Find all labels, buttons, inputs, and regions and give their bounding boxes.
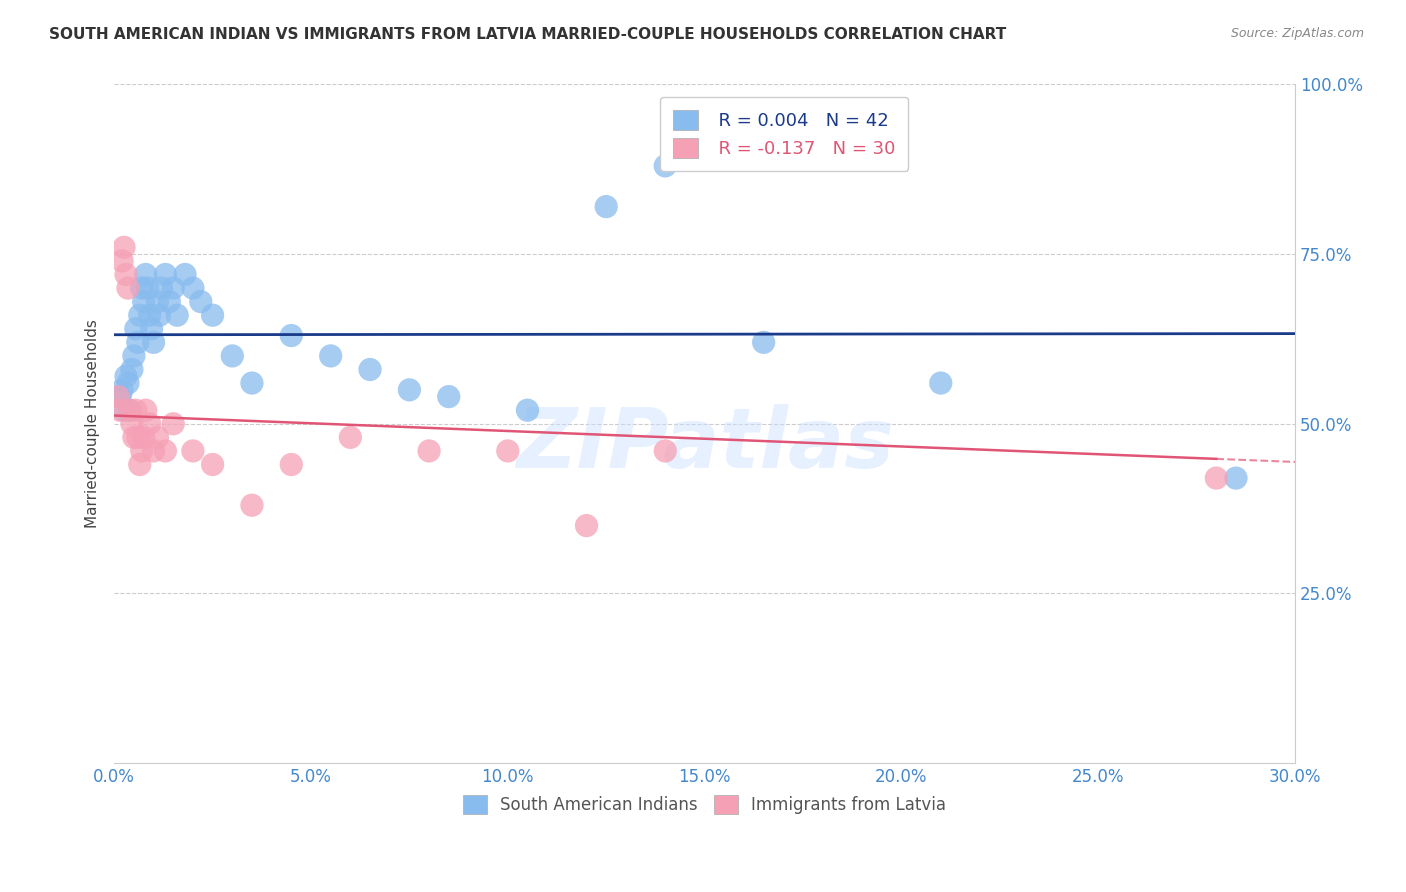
Point <box>121 362 143 376</box>
Point <box>122 349 145 363</box>
Point <box>138 308 160 322</box>
Point <box>240 376 263 390</box>
Point <box>150 281 173 295</box>
Point <box>162 417 184 431</box>
Point <box>115 369 138 384</box>
Point <box>112 403 135 417</box>
Point <box>125 322 148 336</box>
Point <box>108 390 131 404</box>
Point <box>654 159 676 173</box>
Point <box>181 281 204 295</box>
Point <box>155 444 177 458</box>
Point <box>142 444 165 458</box>
Point <box>142 335 165 350</box>
Point <box>752 335 775 350</box>
Point <box>117 281 139 295</box>
Point <box>174 268 197 282</box>
Point <box>221 349 243 363</box>
Point <box>929 376 952 390</box>
Point <box>127 430 149 444</box>
Point <box>108 403 131 417</box>
Point <box>122 430 145 444</box>
Point <box>595 200 617 214</box>
Point <box>496 444 519 458</box>
Point <box>112 240 135 254</box>
Text: Source: ZipAtlas.com: Source: ZipAtlas.com <box>1230 27 1364 40</box>
Point <box>181 444 204 458</box>
Point <box>128 458 150 472</box>
Point <box>131 281 153 295</box>
Legend: South American Indians, Immigrants from Latvia: South American Indians, Immigrants from … <box>456 787 955 822</box>
Point <box>118 403 141 417</box>
Point <box>437 390 460 404</box>
Point <box>575 518 598 533</box>
Point <box>280 458 302 472</box>
Point <box>138 417 160 431</box>
Point <box>132 294 155 309</box>
Point <box>398 383 420 397</box>
Point <box>135 403 157 417</box>
Point <box>118 403 141 417</box>
Point <box>359 362 381 376</box>
Point <box>127 335 149 350</box>
Point <box>201 458 224 472</box>
Point <box>190 294 212 309</box>
Point <box>131 444 153 458</box>
Point <box>418 444 440 458</box>
Point <box>157 294 180 309</box>
Point <box>136 281 159 295</box>
Point <box>107 390 129 404</box>
Point <box>155 268 177 282</box>
Point <box>201 308 224 322</box>
Point <box>166 308 188 322</box>
Point <box>1205 471 1227 485</box>
Text: SOUTH AMERICAN INDIAN VS IMMIGRANTS FROM LATVIA MARRIED-COUPLE HOUSEHOLDS CORREL: SOUTH AMERICAN INDIAN VS IMMIGRANTS FROM… <box>49 27 1007 42</box>
Point <box>240 498 263 512</box>
Point <box>1225 471 1247 485</box>
Point <box>111 383 134 397</box>
Point <box>117 376 139 390</box>
Point <box>516 403 538 417</box>
Point <box>654 444 676 458</box>
Point <box>121 417 143 431</box>
Point <box>339 430 361 444</box>
Point <box>115 268 138 282</box>
Y-axis label: Married-couple Households: Married-couple Households <box>86 319 100 528</box>
Point <box>148 308 170 322</box>
Point <box>280 328 302 343</box>
Point <box>135 268 157 282</box>
Point <box>162 281 184 295</box>
Point <box>141 322 163 336</box>
Point <box>146 430 169 444</box>
Point <box>132 430 155 444</box>
Point <box>128 308 150 322</box>
Point <box>146 294 169 309</box>
Point <box>111 253 134 268</box>
Point <box>125 403 148 417</box>
Point <box>319 349 342 363</box>
Text: ZIPatlas: ZIPatlas <box>516 404 894 484</box>
